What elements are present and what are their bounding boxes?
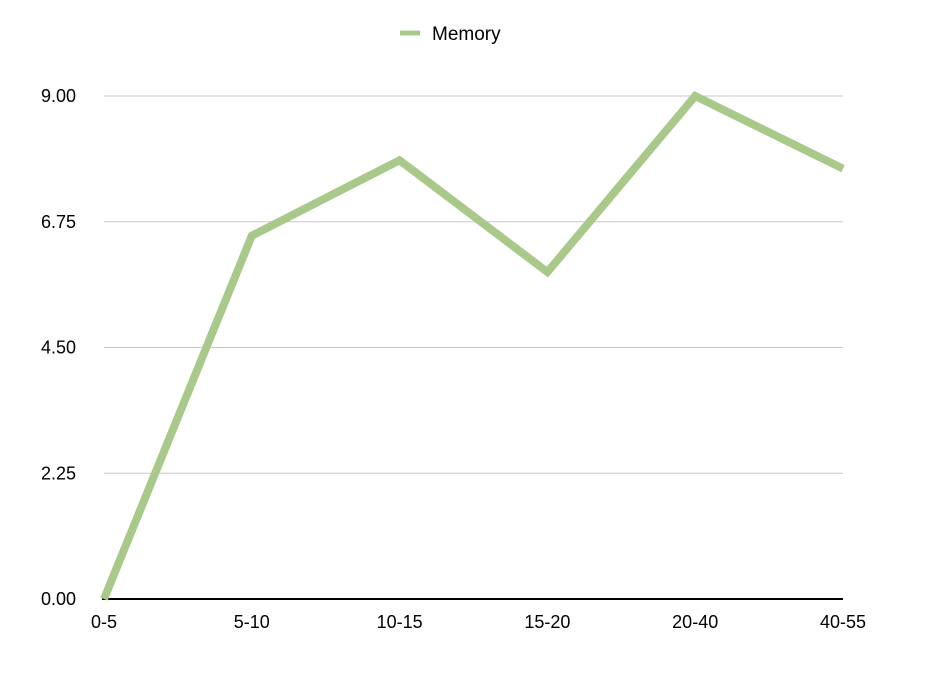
y-tick-label: 0.00 bbox=[41, 589, 76, 609]
legend: Memory bbox=[400, 24, 501, 45]
x-tick-label: 20-40 bbox=[672, 612, 718, 632]
y-tick-label: 9.00 bbox=[41, 86, 76, 106]
series-line-memory bbox=[100, 91, 845, 601]
data-point-10-15 bbox=[396, 156, 404, 164]
y-axis: 0.00 2.25 4.50 6.75 9.00 bbox=[41, 86, 76, 609]
legend-label-memory: Memory bbox=[432, 24, 501, 45]
x-tick-label: 10-15 bbox=[377, 612, 423, 632]
x-tick-label: 15-20 bbox=[524, 612, 570, 632]
data-point-5-10 bbox=[248, 232, 256, 240]
y-tick-label: 6.75 bbox=[41, 212, 76, 232]
y-tick-label: 4.50 bbox=[41, 338, 76, 358]
x-tick-label: 40-55 bbox=[820, 612, 866, 632]
data-point-20-40 bbox=[691, 92, 699, 100]
data-point-40-55 bbox=[839, 165, 847, 173]
data-point-15-20 bbox=[543, 268, 551, 276]
series-memory bbox=[100, 91, 847, 603]
x-tick-label: 5-10 bbox=[234, 612, 270, 632]
y-tick-label: 2.25 bbox=[41, 463, 76, 483]
gridlines bbox=[104, 95, 843, 474]
data-point-0-5 bbox=[100, 595, 108, 603]
x-axis: 0-5 5-10 10-15 15-20 20-40 40-55 bbox=[91, 598, 866, 632]
x-tick-label: 0-5 bbox=[91, 612, 117, 632]
